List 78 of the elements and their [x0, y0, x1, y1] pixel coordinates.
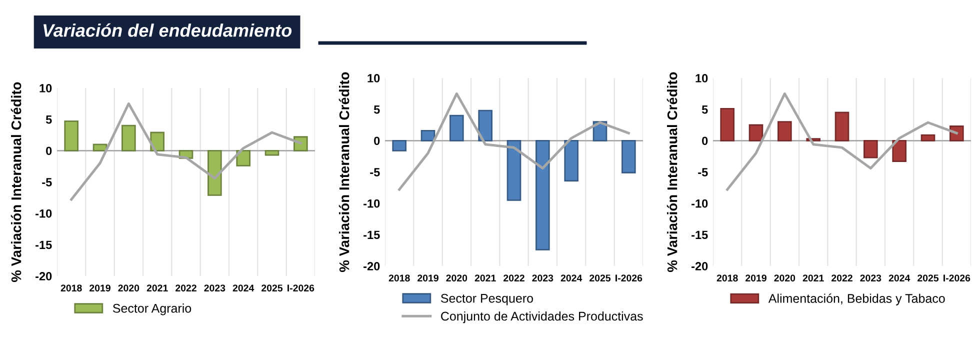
x-tick-label: 2024 [232, 284, 254, 292]
y-tick-label: -20 [36, 272, 52, 280]
bar [920, 134, 936, 142]
y-tick-label: 0 [374, 136, 380, 146]
x-tick-label: 2025 [918, 274, 939, 282]
x-tick-label: 2022 [832, 274, 852, 282]
x-tick-label: I-2026 [944, 274, 970, 282]
bar [892, 140, 906, 162]
y-tick-label: -10 [692, 199, 708, 208]
bar [392, 140, 406, 152]
bar [778, 121, 792, 142]
bar [264, 150, 280, 156]
bar [564, 140, 578, 182]
x-tick-label: 2021 [802, 274, 824, 282]
x-tick-label: 2024 [560, 274, 582, 282]
x-tick-label: I-2026 [616, 274, 642, 282]
y-tick-label: -20 [364, 262, 380, 270]
y-tick-label: -5 [370, 168, 380, 176]
bar [208, 150, 222, 196]
y-axis-title: % Variación Interanual Crédito [10, 82, 22, 282]
x-tick-label: 2018 [60, 284, 82, 292]
x-tick-label: 2019 [90, 284, 110, 292]
x-tick-label: 2020 [118, 284, 140, 292]
legend-label: Sector Agrario [112, 304, 192, 316]
bar [834, 112, 850, 142]
x-tick-label: 2022 [504, 274, 524, 282]
bar [64, 120, 78, 152]
x-tick-label: 2025 [262, 284, 283, 292]
x-tick-label: 2020 [774, 274, 796, 282]
x-tick-label: 2025 [590, 274, 611, 282]
y-tick-label: -15 [364, 230, 380, 240]
y-tick-label: -5 [42, 178, 52, 186]
legend-label: Conjunto de Actividades Productivas [441, 311, 643, 324]
bar [536, 140, 550, 250]
y-tick-label: 10 [696, 74, 708, 82]
y-tick-label: 5 [374, 105, 380, 114]
x-tick-label: 2019 [418, 274, 438, 282]
x-tick-label: 2023 [532, 274, 554, 282]
x-tick-label: 2022 [176, 284, 196, 292]
chart-title: Variación del endeudamiento [44, 23, 292, 37]
y-tick-label: 10 [40, 84, 52, 92]
bar [122, 124, 136, 152]
x-tick-label: 2023 [860, 274, 882, 282]
bar [506, 140, 522, 201]
x-tick-label: 2021 [146, 284, 168, 292]
y-tick-label: 10 [368, 74, 380, 82]
bar [236, 150, 250, 166]
legend-label: Sector Pesquero [440, 294, 533, 306]
x-tick-label: 2019 [746, 274, 766, 282]
y-axis-title: % Variación Interanual Crédito [666, 72, 678, 272]
bar [864, 140, 878, 158]
bar [450, 114, 464, 142]
y-tick-label: 0 [702, 136, 708, 146]
bar [92, 144, 108, 152]
y-tick-label: -5 [698, 168, 708, 176]
y-tick-label: -20 [692, 262, 708, 270]
x-tick-label: 2020 [446, 274, 468, 282]
y-tick-label: -15 [36, 240, 52, 250]
bar [478, 110, 492, 142]
x-tick-label: 2018 [388, 274, 410, 282]
bar [150, 132, 164, 152]
y-tick-label: 5 [46, 115, 52, 124]
y-tick-label: 5 [702, 105, 708, 114]
x-tick-label: 2024 [888, 274, 910, 282]
bar [748, 124, 764, 142]
x-tick-label: 2023 [204, 284, 226, 292]
y-axis-title: % Variación Interanual Crédito [338, 72, 350, 272]
bar [622, 140, 636, 174]
y-tick-label: 0 [46, 146, 52, 156]
x-tick-label: 2018 [716, 274, 738, 282]
legend-label: Alimentación, Bebidas y Tabaco [768, 294, 945, 306]
x-tick-label: 2021 [474, 274, 496, 282]
bar [720, 108, 734, 142]
y-tick-label: -15 [692, 230, 708, 240]
y-tick-label: -10 [364, 199, 380, 208]
x-tick-label: I-2026 [288, 284, 314, 292]
bar [420, 130, 436, 142]
y-tick-label: -10 [36, 209, 52, 218]
